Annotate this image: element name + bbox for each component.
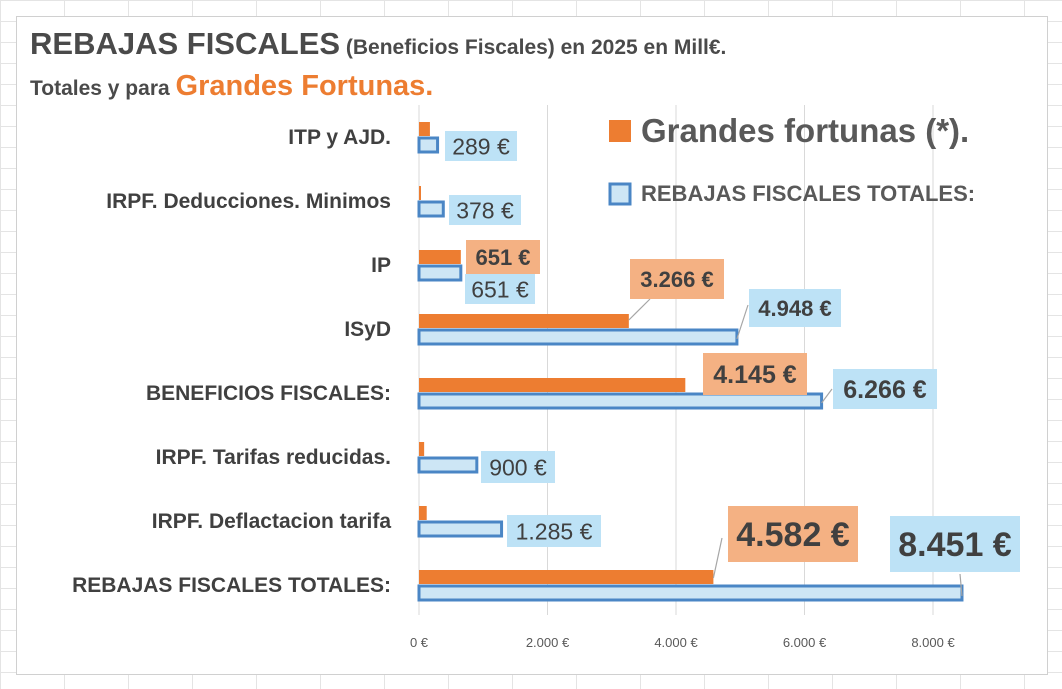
category-label: ISyD <box>344 318 391 341</box>
chart-title: REBAJAS FISCALES (Beneficios Fiscales) e… <box>30 26 726 62</box>
legend-label-totales: REBAJAS FISCALES TOTALES: <box>641 181 975 206</box>
bar-rebajas-totales[interactable] <box>417 392 824 410</box>
leader-line <box>821 388 833 404</box>
data-label-total: 900 € <box>489 454 547 480</box>
bar-rebajas-totales[interactable] <box>417 264 463 282</box>
data-label-total-box <box>481 451 555 483</box>
data-label-total-box <box>449 195 521 225</box>
data-label-total: 8.451 € <box>898 526 1012 564</box>
leader-line <box>736 304 749 340</box>
data-label-fortunas: 3.266 € <box>640 267 713 292</box>
leader-line <box>959 573 963 597</box>
title-sub: (Beneficios Fiscales) en 2025 en Mill€. <box>340 36 727 59</box>
data-label-fortunas-box <box>630 259 724 299</box>
category-label: IP <box>371 254 391 277</box>
data-label-total-box <box>507 515 601 547</box>
leader-line <box>712 537 723 579</box>
category-label: IRPF. Deflactacion tarifa <box>152 510 392 533</box>
bar-grandes-fortunas[interactable] <box>419 314 629 328</box>
data-label-fortunas-box <box>466 240 540 274</box>
x-tick-label: 0 € <box>410 635 429 650</box>
bar-rebajas-totales[interactable] <box>417 456 479 474</box>
bar-rebajas-totales[interactable] <box>417 200 445 218</box>
data-label-fortunas-box <box>728 506 858 562</box>
bar-grandes-fortunas[interactable] <box>419 378 686 392</box>
x-tick-label: 4.000 € <box>654 635 698 650</box>
category-label: REBAJAS FISCALES TOTALES: <box>72 574 391 597</box>
data-label-fortunas: 4.145 € <box>713 361 797 389</box>
subtitle-highlight: Grandes Fortunas. <box>175 70 434 102</box>
data-label-fortunas-box <box>703 353 807 395</box>
bar-grandes-fortunas[interactable] <box>419 506 427 520</box>
data-label-fortunas: 651 € <box>475 245 530 270</box>
x-tick-label: 8.000 € <box>911 635 955 650</box>
legend-swatch-totales <box>608 182 632 206</box>
bar-rebajas-totales[interactable] <box>417 584 964 602</box>
data-label-total: 651 € <box>471 276 529 302</box>
category-label: IRPF. Deducciones. Minimos <box>106 190 391 213</box>
data-label-total-box <box>445 131 517 161</box>
bar-rebajas-totales[interactable] <box>417 328 739 346</box>
bar-rebajas-totales[interactable] <box>417 520 504 538</box>
title-main: REBAJAS FISCALES <box>30 26 341 61</box>
x-tick-label: 2.000 € <box>526 635 570 650</box>
data-label-total: 289 € <box>452 133 510 159</box>
bar-grandes-fortunas[interactable] <box>419 186 421 200</box>
category-label: IRPF. Tarifas reducidas. <box>156 446 391 469</box>
bar-grandes-fortunas[interactable] <box>419 570 714 584</box>
data-label-total: 1.285 € <box>516 518 593 544</box>
data-label-total-box <box>890 516 1020 572</box>
legend-swatch-fortunas <box>609 120 631 142</box>
category-label: BENEFICIOS FISCALES: <box>146 382 391 405</box>
data-label-total-box <box>465 274 535 304</box>
legend-label-fortunas: Grandes fortunas (*). <box>641 112 969 149</box>
bar-rebajas-totales[interactable] <box>417 136 440 154</box>
category-label: ITP y AJD. <box>288 126 391 149</box>
data-label-total-box <box>833 369 937 409</box>
data-label-total: 4.948 € <box>758 296 831 321</box>
bar-grandes-fortunas[interactable] <box>419 442 425 456</box>
x-tick-label: 6.000 € <box>783 635 827 650</box>
subtitle-prefix: Totales y para <box>30 77 176 100</box>
data-label-total-box <box>749 289 841 327</box>
bar-grandes-fortunas[interactable] <box>419 250 461 264</box>
bar-grandes-fortunas[interactable] <box>419 122 430 136</box>
data-label-total: 378 € <box>456 197 514 223</box>
data-label-fortunas: 4.582 € <box>736 516 850 554</box>
chart-subtitle: Totales y para Grandes Fortunas. <box>30 70 433 103</box>
data-label-total: 6.266 € <box>843 376 927 404</box>
leader-line <box>628 298 651 321</box>
